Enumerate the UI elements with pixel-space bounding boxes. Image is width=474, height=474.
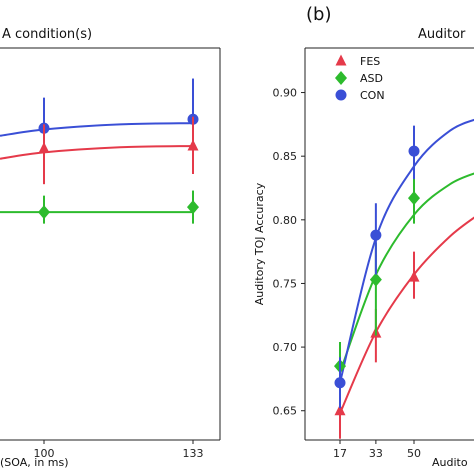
x-tick-label: 50: [407, 447, 421, 460]
y-tick-label: 0.65: [273, 405, 298, 418]
data-point-con: [408, 145, 420, 157]
panel-a-marks: [38, 78, 199, 224]
legend-label-asd: ASD: [360, 72, 383, 85]
y-tick-label: 0.90: [273, 87, 298, 100]
panel-b-title: Auditor: [418, 27, 466, 42]
panel-b-letter: (b): [306, 4, 331, 25]
legend-marker-asd: [335, 71, 347, 85]
y-tick-label: 0.85: [273, 150, 298, 163]
data-point-fes: [334, 404, 346, 416]
data-point-asd: [369, 272, 382, 287]
y-tick-label: 0.75: [273, 277, 298, 290]
data-point-asd: [408, 191, 420, 206]
legend-marker-fes: [335, 54, 347, 66]
data-point-fes: [408, 270, 420, 282]
legend-label-con: CON: [360, 89, 385, 102]
panel-a-x-label: (SOA, in ms): [0, 456, 69, 469]
data-point-fes: [187, 139, 199, 151]
y-tick-label: 0.80: [273, 214, 298, 227]
x-tick-label: 133: [183, 447, 204, 460]
fit-curve-con: [339, 118, 474, 383]
panel-a: A condition(s) 100 133 (SOA, in ms): [0, 27, 221, 469]
x-tick-label: 100: [34, 447, 55, 460]
y-tick-label: 0.70: [273, 341, 298, 354]
panel-a-curves: [0, 122, 194, 214]
data-point-fes: [38, 142, 50, 154]
panel-b: (b) Auditor 0.65 0.70 0.75 0.80 0.85 0.90 17 3…: [253, 4, 474, 469]
fit-curve-con: [0, 122, 194, 137]
panel-a-title: A condition(s): [2, 27, 92, 42]
panel-b-y-ticks: 0.65 0.70 0.75 0.80 0.85 0.90: [273, 87, 305, 418]
panel-b-marks: [334, 125, 420, 439]
x-tick-label: 33: [369, 447, 383, 460]
legend-marker-con: [335, 89, 347, 101]
panel-a-x-ticks: 100 133: [34, 440, 204, 460]
data-point-asd: [38, 205, 50, 220]
x-tick-label: 17: [333, 447, 347, 460]
data-point-con: [370, 229, 382, 241]
panel-b-legend: FES ASD CON: [335, 54, 385, 102]
data-point-con: [334, 377, 346, 389]
panel-b-x-ticks: 17 33 50: [333, 440, 421, 460]
data-point-asd: [187, 200, 199, 215]
panel-b-x-label: Audito: [432, 456, 468, 469]
panel-b-y-label: Auditory TOJ Accuracy: [253, 182, 266, 305]
panel-b-curves: [339, 118, 474, 414]
legend-label-fes: FES: [360, 55, 380, 68]
fit-curve-asd: [339, 172, 474, 373]
fit-curve-fes: [0, 145, 194, 160]
